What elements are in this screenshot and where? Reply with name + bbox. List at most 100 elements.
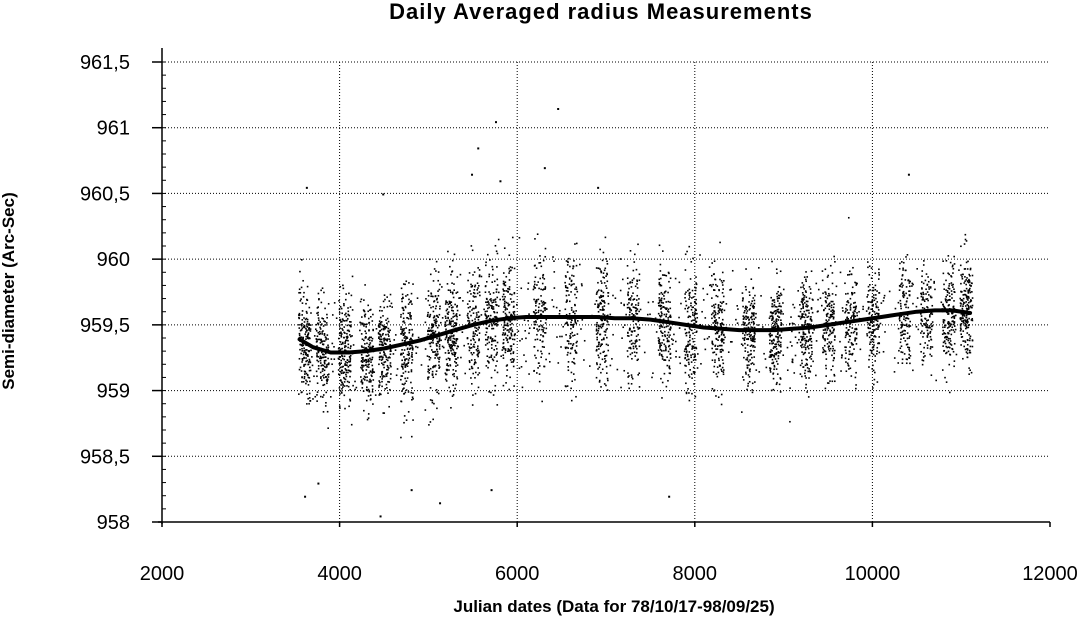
data-point — [430, 333, 432, 336]
data-point — [684, 356, 687, 359]
data-point — [810, 340, 813, 343]
data-point — [907, 279, 910, 281]
data-point — [407, 312, 410, 315]
data-point — [595, 325, 598, 328]
data-point — [871, 300, 874, 302]
data-point — [447, 317, 449, 320]
data-point — [434, 330, 437, 333]
data-point — [324, 405, 327, 407]
data-point — [822, 347, 824, 349]
data-point — [845, 304, 848, 306]
data-point — [946, 346, 949, 349]
data-point — [964, 340, 966, 342]
data-point — [745, 268, 747, 270]
data-point — [872, 364, 874, 367]
data-point — [802, 306, 805, 309]
data-point — [662, 306, 664, 308]
data-point — [359, 321, 361, 324]
data-point — [316, 354, 318, 356]
data-point — [301, 322, 303, 325]
data-point — [544, 287, 547, 289]
data-point — [513, 310, 516, 313]
data-point — [323, 359, 326, 362]
data-point — [854, 281, 856, 284]
data-point — [951, 293, 953, 296]
data-point — [509, 336, 511, 339]
data-point — [802, 303, 804, 305]
data-point — [333, 302, 336, 304]
data-point — [470, 286, 473, 288]
data-point — [412, 347, 414, 350]
data-point — [536, 328, 538, 330]
data-point — [576, 290, 579, 293]
data-point — [945, 345, 948, 348]
data-point — [942, 319, 945, 321]
data-point — [628, 298, 630, 301]
data-point — [494, 345, 497, 347]
data-point — [307, 363, 310, 366]
data-point — [879, 322, 882, 325]
data-point — [714, 312, 717, 314]
data-point — [597, 281, 599, 284]
data-point — [871, 321, 874, 323]
data-point — [820, 304, 823, 307]
data-point — [775, 322, 778, 325]
data-point — [502, 298, 504, 301]
data-point — [305, 379, 307, 382]
data-point — [832, 365, 834, 368]
data-point — [815, 282, 818, 285]
data-point — [904, 329, 906, 332]
data-point — [370, 361, 372, 363]
data-point — [961, 290, 963, 293]
data-point — [846, 316, 849, 319]
data-point — [749, 345, 752, 347]
data-point — [477, 345, 479, 348]
data-point — [347, 385, 350, 388]
data-point — [822, 336, 824, 339]
data-point — [477, 316, 479, 319]
data-point — [825, 293, 827, 295]
data-point — [445, 309, 448, 312]
data-point — [632, 347, 635, 350]
data-point — [948, 330, 951, 332]
data-point — [746, 310, 749, 312]
data-point — [899, 285, 902, 288]
data-point — [428, 424, 430, 426]
data-point — [528, 332, 530, 335]
data-point — [607, 379, 609, 382]
data-point — [800, 286, 802, 289]
data-point — [407, 354, 410, 357]
data-point — [544, 247, 547, 250]
data-point — [344, 313, 346, 316]
data-point — [967, 289, 969, 292]
data-point — [450, 332, 452, 335]
data-point — [368, 380, 371, 383]
data-point — [379, 322, 382, 324]
data-point — [826, 305, 829, 308]
data-point — [745, 315, 747, 318]
data-point — [686, 359, 688, 361]
data-point — [773, 299, 776, 301]
data-point — [495, 288, 498, 291]
data-point — [810, 358, 813, 360]
data-point — [968, 297, 970, 299]
data-point — [455, 358, 458, 360]
data-point — [389, 377, 392, 380]
data-point — [378, 323, 381, 325]
data-point — [298, 317, 301, 320]
data-point — [660, 325, 662, 328]
data-point — [378, 386, 380, 388]
data-point — [488, 317, 491, 320]
data-point — [360, 353, 363, 356]
data-point — [381, 334, 384, 336]
data-point — [754, 316, 757, 319]
data-point — [305, 360, 307, 363]
data-point — [308, 336, 310, 339]
data-point — [446, 339, 449, 342]
data-point — [806, 364, 809, 366]
data-point — [775, 335, 777, 338]
data-point — [691, 346, 694, 349]
data-point — [360, 360, 363, 363]
data-point — [454, 353, 456, 355]
data-point — [325, 364, 328, 366]
